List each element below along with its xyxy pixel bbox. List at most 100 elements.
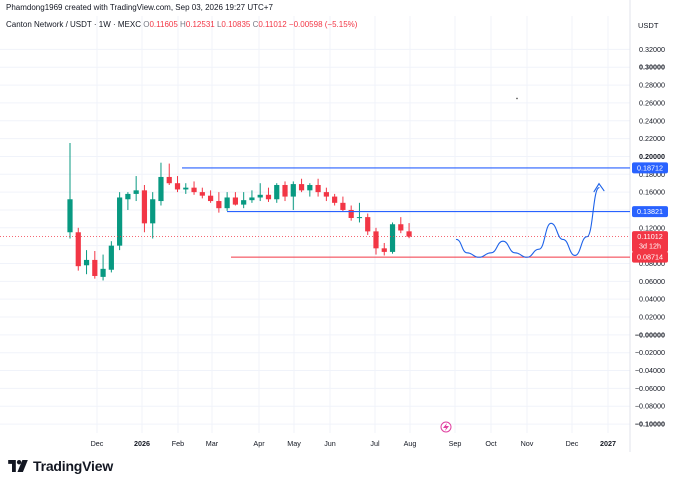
- projection-path: [455, 187, 600, 258]
- y-tick-label: 0.28000: [639, 81, 665, 90]
- candle-body: [183, 187, 189, 190]
- x-axis-label: 2027: [600, 439, 616, 448]
- lightning-bolt: [443, 423, 449, 431]
- y-tick-label: −0.08000: [635, 402, 665, 411]
- low-value: 0.10835: [221, 20, 251, 29]
- lightning-icon: [440, 421, 452, 433]
- x-axis-label: Jul: [370, 439, 380, 448]
- candle-body: [381, 248, 387, 252]
- x-axis-label: Apr: [253, 439, 265, 448]
- candle-body: [166, 176, 172, 184]
- candle-body: [141, 190, 148, 224]
- open-label: O: [143, 20, 150, 29]
- low-label: L: [216, 20, 222, 29]
- candle-body: [232, 197, 238, 205]
- candle-body: [282, 184, 288, 197]
- candle-body: [108, 245, 114, 270]
- candle-body: [191, 187, 197, 193]
- y-tick-label: 0.18000: [639, 170, 665, 179]
- price-tag-bg: [632, 206, 668, 218]
- candle-body: [158, 176, 164, 202]
- y-tick-label: 0.24000: [639, 116, 665, 125]
- y-tick-label: 0.06000: [639, 277, 665, 286]
- x-axis-label: Aug: [404, 439, 417, 448]
- last-price-label: 0.11012: [637, 232, 662, 241]
- candle-body: [265, 194, 272, 200]
- high-label: H: [180, 20, 186, 29]
- tradingview-logo-icon: [8, 460, 28, 472]
- y-tick-label: 0.30000: [639, 63, 665, 72]
- close-label: C: [252, 20, 259, 29]
- close-value: 0.11012: [258, 20, 287, 29]
- candle-body: [307, 184, 313, 191]
- candle-body: [348, 209, 354, 218]
- candle-body: [117, 197, 123, 246]
- x-axis-label: Dec: [566, 439, 579, 448]
- candle-body: [216, 201, 222, 209]
- y-tick-label: −0.00000: [635, 330, 665, 339]
- x-axis-label: Dec: [91, 439, 104, 448]
- candle-body: [241, 200, 247, 205]
- x-axis-label: Sep: [449, 439, 462, 448]
- y-tick-label: 0.04000: [639, 295, 665, 304]
- candle-body: [133, 190, 139, 194]
- candle-body: [224, 197, 230, 209]
- price-tag-label: 0.13821: [637, 207, 663, 216]
- x-axis-label: Mar: [206, 439, 219, 448]
- candle-body: [398, 224, 404, 231]
- open-value: 0.11605: [149, 20, 178, 29]
- x-axis-label: Nov: [521, 439, 534, 448]
- price-axis-currency: USDT: [638, 21, 659, 30]
- y-tick-label: 0.02000: [639, 313, 665, 322]
- candle-body: [406, 231, 412, 237]
- y-tick-label: 0.22000: [639, 134, 665, 143]
- x-axis-label: May: [287, 439, 301, 448]
- x-axis-label: 2026: [134, 439, 150, 448]
- price-tag-bg: [632, 251, 668, 263]
- candle-body: [207, 195, 214, 202]
- tradingview-brand[interactable]: TradingView: [8, 458, 113, 474]
- candle-body: [249, 197, 255, 201]
- brand-name: TradingView: [33, 458, 114, 474]
- y-tick-label: −0.04000: [635, 366, 665, 375]
- candle-body: [356, 217, 363, 219]
- candle-body: [290, 184, 296, 197]
- candle-body: [83, 259, 90, 266]
- y-tick-label: −0.02000: [635, 348, 665, 357]
- candle-body: [67, 199, 73, 233]
- candle-body: [340, 202, 346, 210]
- high-value: 0.12531: [185, 20, 215, 29]
- chart-legend: Canton Network / USDT · 1W · MEXC O0.116…: [6, 20, 357, 29]
- countdown-label: 3d 12h: [639, 242, 661, 251]
- candle-body: [174, 183, 181, 190]
- candle-body: [389, 224, 396, 252]
- y-tick-label: 0.08000: [639, 259, 665, 268]
- candle-body: [373, 231, 379, 249]
- price-tag-label: 0.08714: [637, 253, 663, 262]
- candle-body: [365, 217, 371, 232]
- candle-body: [199, 192, 205, 196]
- projection-arrowhead: [593, 182, 605, 193]
- y-tick-label: 0.26000: [639, 98, 665, 107]
- y-tick-label: −0.10000: [635, 420, 665, 429]
- candle-body: [92, 259, 98, 276]
- price-tag-bg: [632, 162, 668, 174]
- symbol-label: Canton Network / USDT · 1W · MEXC: [6, 20, 141, 29]
- y-tick-label: −0.06000: [635, 384, 665, 393]
- candle-body: [100, 268, 106, 277]
- candle-body: [150, 199, 156, 224]
- candle-body: [257, 194, 263, 198]
- stray-dot: [516, 97, 518, 100]
- last-price-tag-bg: [632, 231, 668, 253]
- credit-line: Phamdong1969 created with TradingView.co…: [6, 3, 273, 12]
- y-tick-label: 0.16000: [639, 188, 665, 197]
- candle-body: [274, 184, 280, 200]
- candle-body: [125, 193, 131, 200]
- y-tick-label: 0.20000: [639, 152, 665, 161]
- candle-body: [298, 184, 305, 191]
- y-tick-label: 0.12000: [639, 223, 665, 232]
- x-axis-label: Jun: [324, 439, 336, 448]
- candle-body: [315, 184, 321, 193]
